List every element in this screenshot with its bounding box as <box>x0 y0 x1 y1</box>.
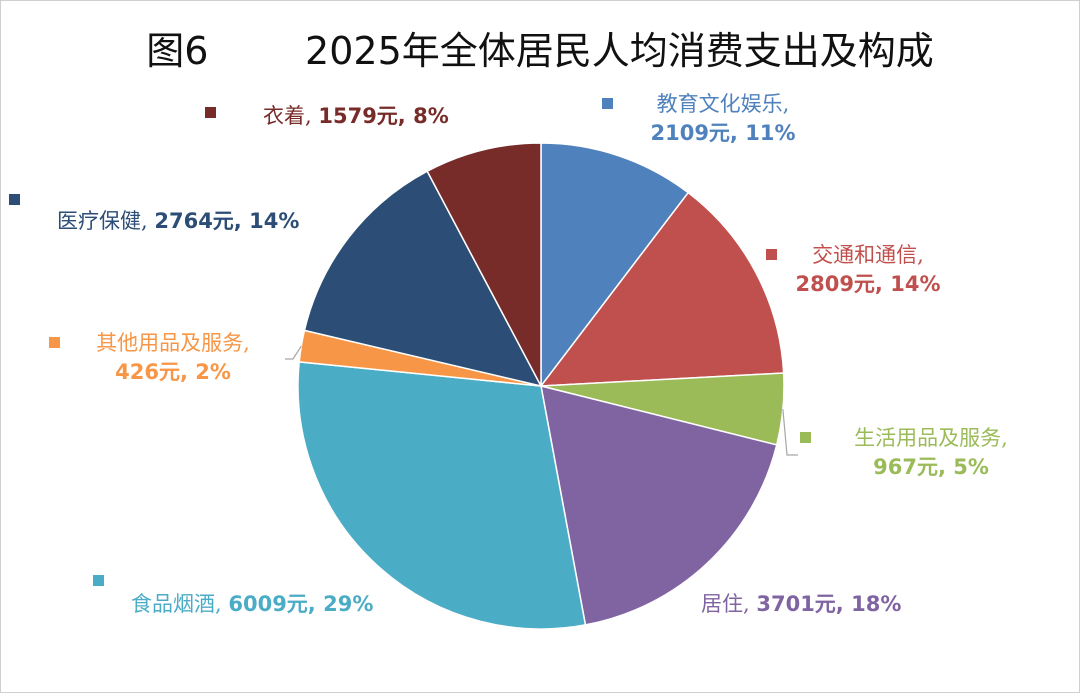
legend-marker-clothing <box>205 107 216 118</box>
legend-marker-food <box>93 575 104 586</box>
data-label-education-name: 教育文化娱乐, <box>656 92 790 116</box>
data-label-healthcare: 医疗保健, 2764元, 14% <box>57 207 299 236</box>
data-label-transport-value: 2809元, 14% <box>795 272 941 296</box>
data-label-transport-name: 交通和通信, <box>812 243 924 267</box>
data-label-clothing: 衣着, 1579元, 8% <box>263 102 449 131</box>
leader-line-household <box>782 409 798 456</box>
data-label-household-value: 967元, 5% <box>873 455 989 479</box>
chart-title: 图6 2025年全体居民人均消费支出及构成 <box>146 29 934 73</box>
data-label-education-value: 2109元, 11% <box>650 121 796 145</box>
legend-marker-other <box>49 337 60 348</box>
data-label-housing-value: 3701元, 18% <box>756 592 902 616</box>
data-label-housing-name: 居住, <box>701 592 757 616</box>
data-label-education: 教育文化娱乐, 2109元, 11% <box>623 90 823 148</box>
data-label-food: 食品烟酒, 6009元, 29% <box>131 590 373 619</box>
pie-slice-education <box>540 142 690 389</box>
data-label-food-name: 食品烟酒, <box>131 592 229 616</box>
leader-line-other <box>285 345 302 360</box>
pie-slice-clothing <box>426 142 542 387</box>
data-label-clothing-value: 1579元, 8% <box>318 104 449 128</box>
pie-slice-housing <box>540 384 778 626</box>
data-label-other-value: 426元, 2% <box>115 360 231 384</box>
legend-marker-household <box>800 432 811 443</box>
pie-slice-healthcare <box>303 170 543 388</box>
data-label-healthcare-value: 2764元, 14% <box>154 209 300 233</box>
data-label-household-name: 生活用品及服务, <box>854 426 1008 450</box>
data-label-transport: 交通和通信, 2809元, 14% <box>783 241 953 299</box>
data-label-other-name: 其他用品及服务, <box>96 331 250 355</box>
pie-slice-food <box>297 361 587 630</box>
data-label-housing: 居住, 3701元, 18% <box>701 590 901 619</box>
data-label-food-value: 6009元, 29% <box>228 592 374 616</box>
data-label-household: 生活用品及服务, 967元, 5% <box>821 424 1041 482</box>
legend-marker-education <box>602 98 613 109</box>
data-label-healthcare-name: 医疗保健, <box>57 209 155 233</box>
legend-marker-transport <box>766 249 777 260</box>
data-label-clothing-name: 衣着, <box>263 104 319 128</box>
data-label-other: 其他用品及服务, 426元, 2% <box>63 329 283 387</box>
pie-slice-transport <box>539 191 785 387</box>
legend-marker-healthcare <box>9 194 20 205</box>
